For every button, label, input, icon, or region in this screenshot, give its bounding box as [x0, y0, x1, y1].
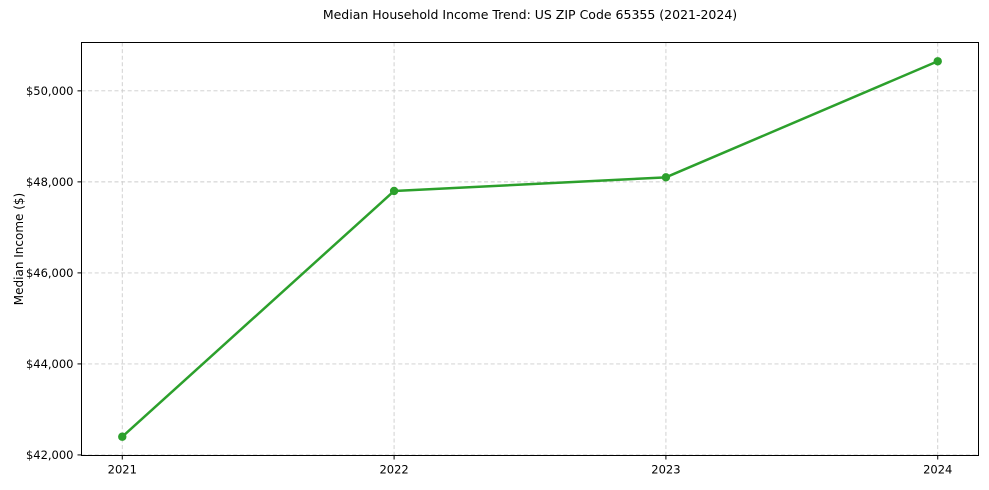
trend-line: [121, 60, 939, 438]
y-tick-label: $48,000: [26, 175, 74, 189]
y-tick-label: $42,000: [26, 448, 74, 462]
data-point-marker: [118, 432, 127, 441]
y-tick-label: $44,000: [26, 357, 74, 371]
y-axis-label: Median Income ($): [12, 192, 26, 306]
x-tick-label: 2022: [379, 463, 408, 477]
y-tick-label: $50,000: [26, 84, 74, 98]
data-point-marker: [933, 57, 942, 66]
chart-title: Median Household Income Trend: US ZIP Co…: [322, 7, 738, 22]
x-tick-label: 2021: [108, 463, 137, 477]
data-point-marker: [389, 186, 399, 196]
axes-spines: [81, 42, 979, 456]
plot-background: [81, 42, 979, 456]
x-tick-label: 2023: [651, 463, 680, 477]
y-tick-label: $46,000: [26, 266, 74, 280]
x-tick-label: 2024: [923, 463, 952, 477]
data-point-marker: [661, 173, 671, 182]
